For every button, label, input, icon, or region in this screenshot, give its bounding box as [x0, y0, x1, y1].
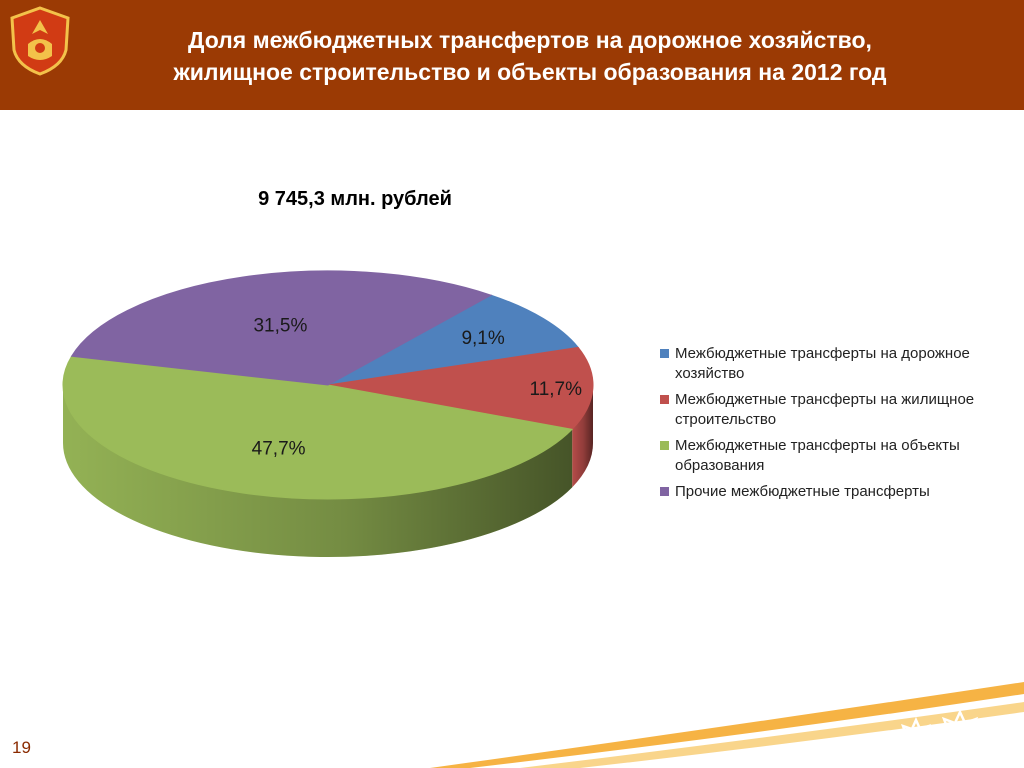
star-ornament-icon: [978, 735, 1018, 768]
legend-label: Межбюджетные трансферты на жилищное стро…: [675, 391, 975, 428]
legend-label: Межбюджетные трансферты на дорожное хозя…: [675, 345, 970, 382]
legend-swatch: [660, 441, 669, 450]
legend-entry-other: Прочие межбюджетные трансферты: [660, 482, 1000, 502]
page-number: 19: [12, 738, 31, 757]
pie-data-label-roads: 9,1%: [461, 328, 504, 349]
legend-swatch: [660, 395, 669, 404]
pie-slice-housing: [327, 346, 594, 430]
slide-title: Доля межбюджетных трансфертов на дорожно…: [173, 27, 887, 85]
chart-legend: Межбюджетные трансферты на дорожное хозя…: [660, 344, 1000, 508]
legend-label: Межбюджетные трансферты на объекты образ…: [675, 437, 960, 474]
legend-entry-roads: Межбюджетные трансферты на дорожное хозя…: [660, 344, 1000, 384]
pie-data-label-other: 31,5%: [253, 316, 307, 337]
chart-subtitle: 9 745,3 млн. рублей: [258, 188, 452, 210]
pie-slice-roads: [327, 294, 580, 386]
legend-swatch: [660, 487, 669, 496]
legend-entry-housing: Межбюджетные трансферты на жилищное стро…: [660, 390, 1000, 430]
pie-slice-other: [70, 270, 493, 386]
slide-header: Доля межбюджетных трансфертов на дорожно…: [0, 0, 1024, 110]
star-ornament-icon: [893, 716, 939, 762]
legend-swatch: [660, 349, 669, 358]
legend-label: Прочие межбюджетные трансферты: [675, 483, 930, 500]
pie-side-shade: [572, 385, 593, 488]
pie-slice-education: [62, 355, 574, 500]
pie-data-label-housing: 11,7%: [530, 379, 583, 400]
pie-side-shade: [62, 385, 573, 557]
legend-entry-education: Межбюджетные трансферты на объекты образ…: [660, 436, 1000, 476]
coat-of-arms-icon: [10, 6, 70, 76]
pie-data-labels: 9,1% 11,7% 47,7% 31,5%: [252, 316, 582, 460]
star-ornament-icon: [933, 708, 987, 762]
pie-data-label-education: 47,7%: [252, 439, 306, 460]
pie-sides: [62, 385, 593, 557]
pie-slices: [62, 270, 594, 500]
